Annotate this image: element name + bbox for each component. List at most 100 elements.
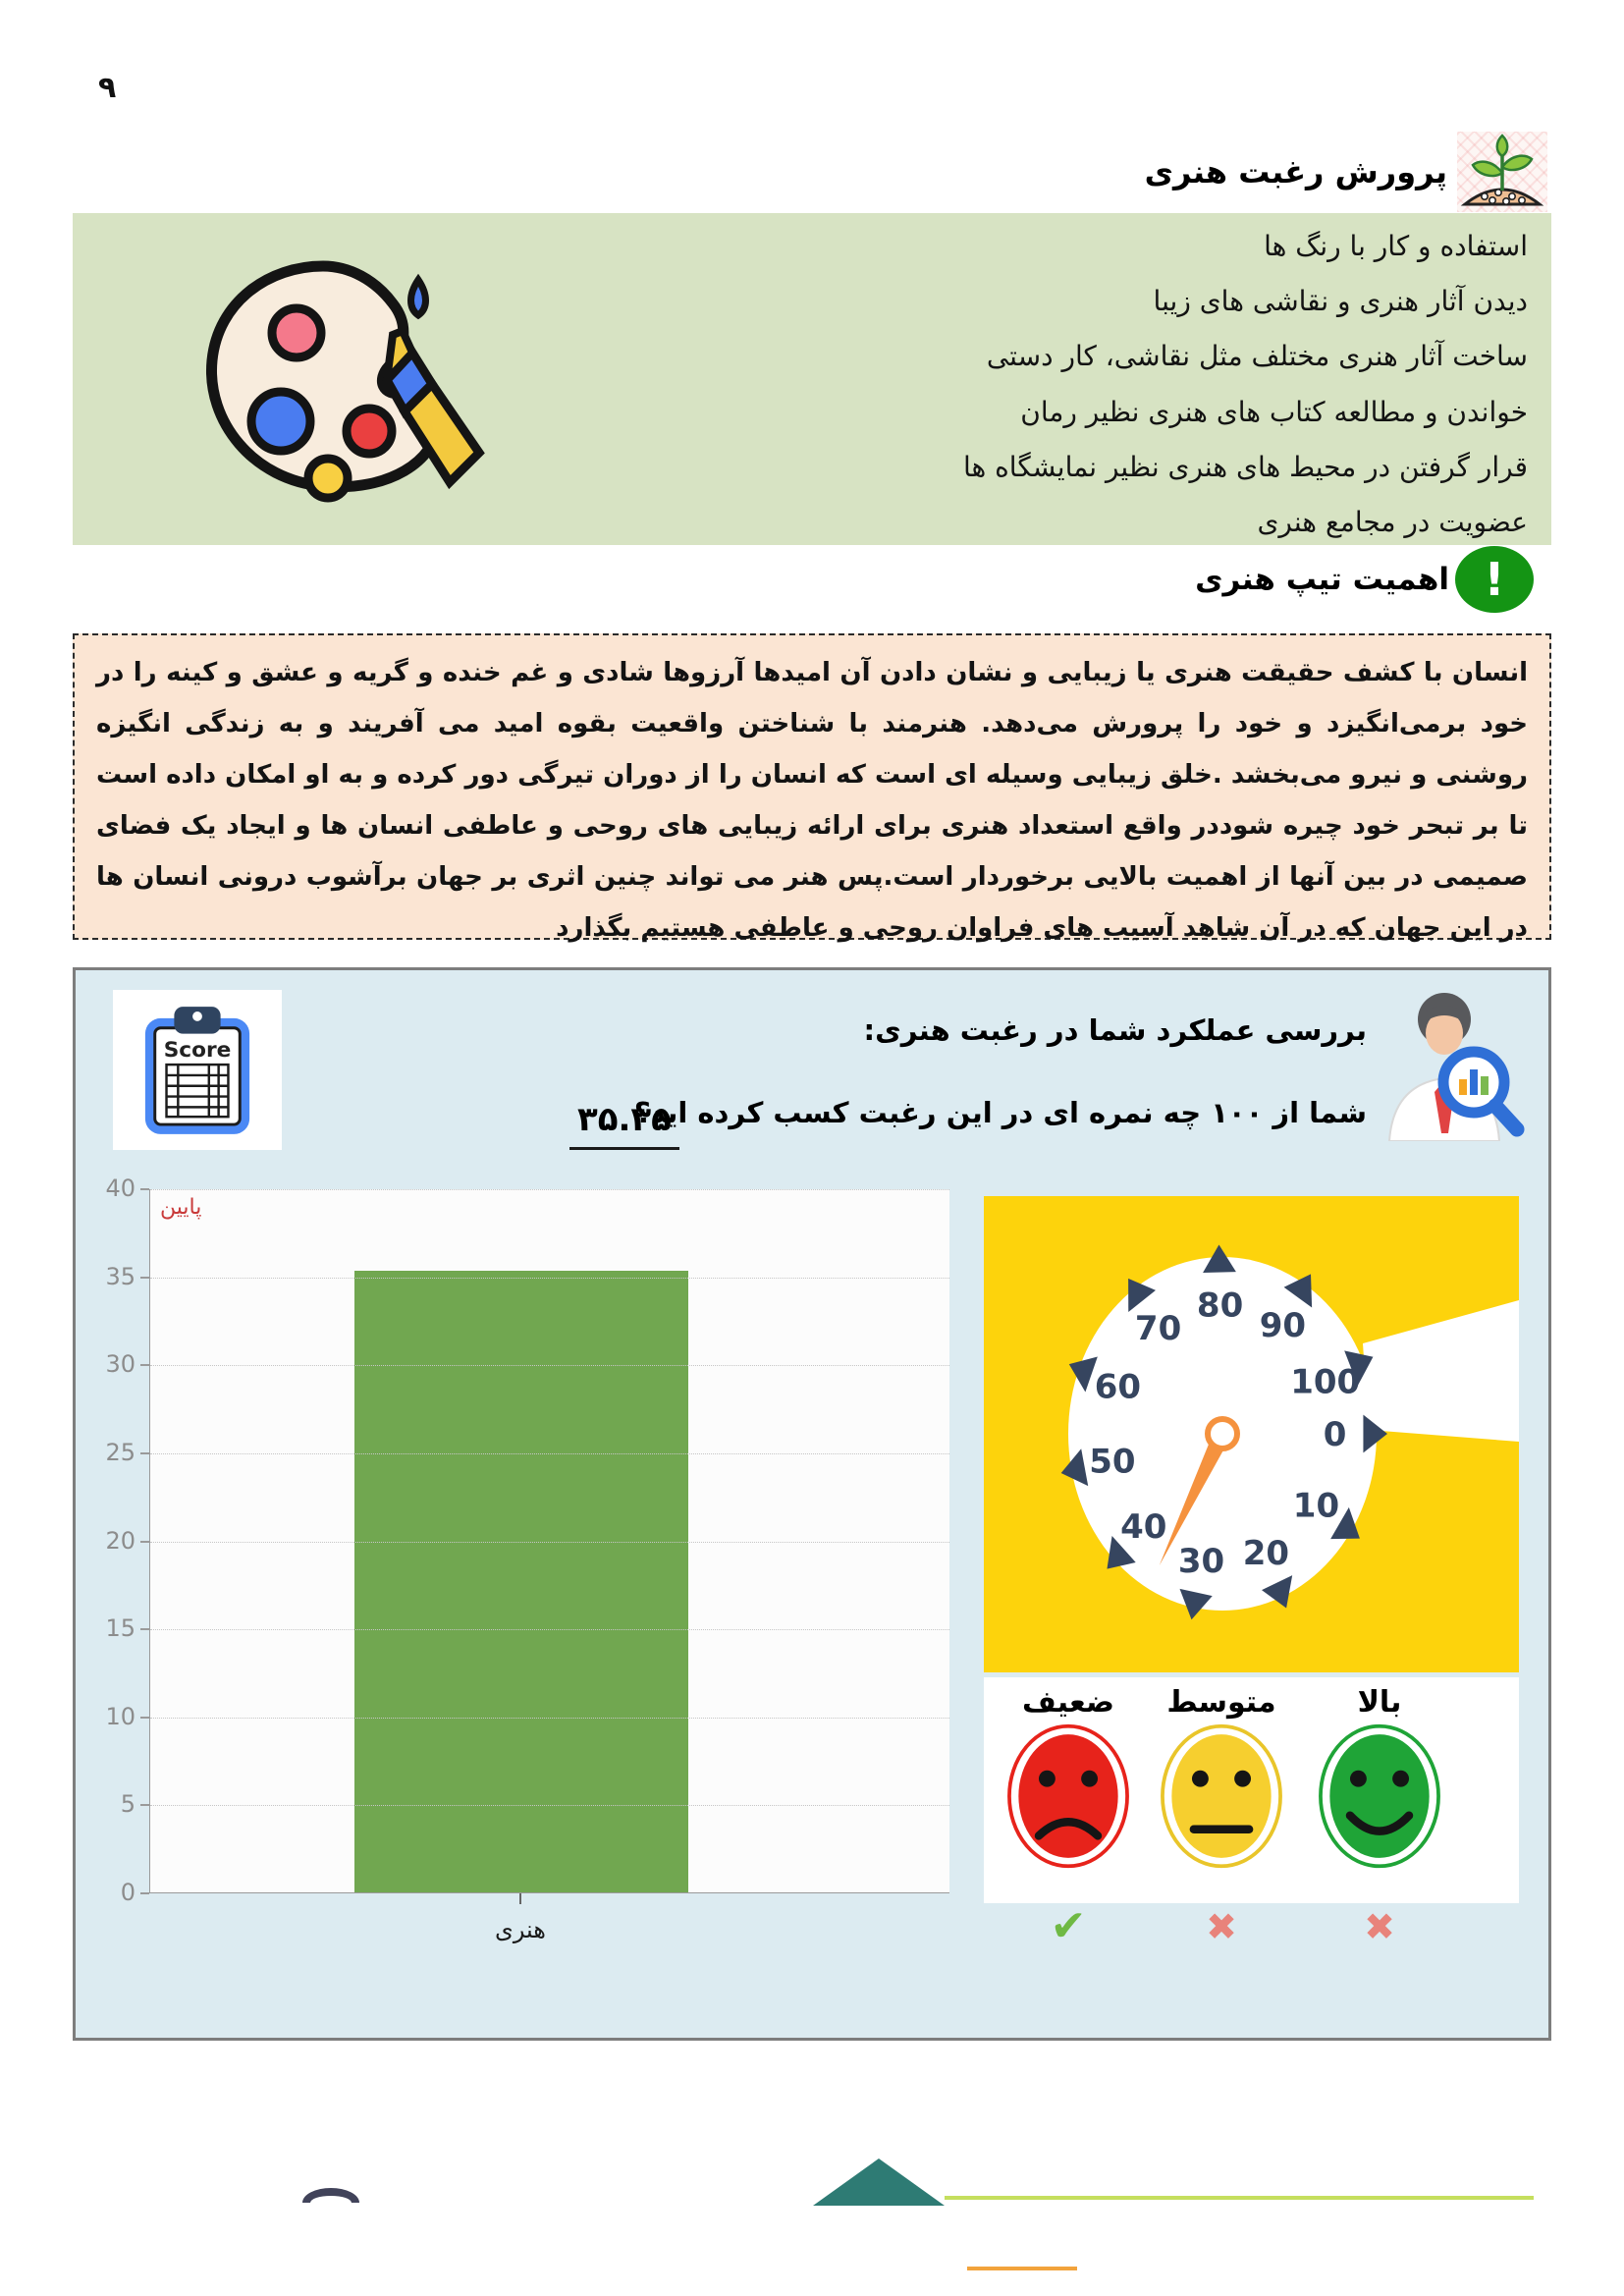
gridline bbox=[150, 1277, 949, 1279]
y-axis-tick-label: 25 bbox=[105, 1438, 135, 1466]
bar-chart: پایین هنری 0 5 10 15 20 25 30 35 40 bbox=[90, 1172, 979, 1967]
gauge-tick bbox=[1283, 1274, 1313, 1308]
gridline bbox=[150, 1452, 949, 1454]
rating-high: بالا bbox=[1305, 1685, 1454, 1871]
y-axis-tick bbox=[140, 1188, 149, 1190]
exclamation-icon: ! bbox=[1455, 546, 1534, 613]
decor-triangle bbox=[813, 2159, 945, 2206]
decor-ellipse-arc bbox=[302, 2188, 359, 2203]
rating-label: بالا bbox=[1357, 1685, 1402, 1720]
x-axis-tick bbox=[519, 1893, 521, 1904]
gridline bbox=[150, 1717, 949, 1719]
decor-green-line bbox=[945, 2196, 1534, 2200]
y-axis-tick bbox=[140, 1716, 149, 1719]
interest-activities-list: استفاده و کار با رنگ ها دیدن آثار هنری و… bbox=[963, 219, 1528, 550]
interest-activities-box: استفاده و کار با رنگ ها دیدن آثار هنری و… bbox=[73, 213, 1551, 545]
gauge-number: 60 bbox=[1095, 1368, 1141, 1407]
rating-label: ضعیف bbox=[1022, 1685, 1114, 1720]
y-axis-tick-label: 15 bbox=[105, 1614, 135, 1643]
page-title: پرورش رغبت هنری bbox=[1144, 153, 1447, 191]
gauge-tick bbox=[1128, 1278, 1157, 1313]
gauge-number: 80 bbox=[1197, 1286, 1243, 1326]
importance-text-box: انسان با کشف حقیقت هنری یا زیبایی و نشان… bbox=[73, 633, 1551, 943]
gauge-tick bbox=[1330, 1506, 1360, 1540]
gauge-number: 10 bbox=[1293, 1487, 1339, 1526]
gauge-tick bbox=[1179, 1588, 1213, 1620]
gauge-card: 0 10 20 30 40 50 60 70 80 90 100 bbox=[984, 1196, 1519, 1672]
gauge-tick bbox=[1344, 1350, 1374, 1386]
list-item: استفاده و کار با رنگ ها bbox=[1264, 230, 1528, 262]
x-mark-icon: ✖ bbox=[1364, 1905, 1395, 1948]
list-item: دیدن آثار هنری و نقاشی های زیبا bbox=[1153, 285, 1528, 318]
gauge-number: 20 bbox=[1243, 1534, 1289, 1573]
decor-orange-line bbox=[967, 2267, 1077, 2270]
y-axis-tick-label: 40 bbox=[105, 1175, 135, 1202]
svg-text:Score: Score bbox=[164, 1038, 232, 1063]
seedling-icon bbox=[1457, 132, 1547, 212]
sad-face-icon bbox=[1007, 1723, 1129, 1869]
y-axis-tick-label: 0 bbox=[120, 1879, 135, 1906]
x-mark-icon: ✖ bbox=[1206, 1905, 1237, 1948]
gauge-needle bbox=[1159, 1430, 1231, 1566]
y-axis-tick bbox=[140, 1892, 149, 1894]
gauge-number: 50 bbox=[1089, 1442, 1135, 1481]
gridline bbox=[150, 1629, 949, 1631]
section-header-artistic-interest: پرورش رغبت هنری bbox=[1145, 132, 1547, 212]
level-annotation: پایین bbox=[160, 1195, 202, 1220]
importance-section-header: ! اهمیت تیپ هنری bbox=[1195, 546, 1534, 613]
y-axis-tick-label: 20 bbox=[105, 1526, 135, 1555]
y-axis-tick bbox=[140, 1628, 149, 1631]
gridline bbox=[150, 1541, 949, 1543]
performance-panel: Score bbox=[73, 967, 1551, 2041]
gridline bbox=[150, 1189, 949, 1190]
gauge-tick bbox=[1363, 1414, 1387, 1453]
gridline bbox=[150, 1365, 949, 1367]
happy-face-icon bbox=[1319, 1723, 1440, 1869]
y-axis-tick bbox=[140, 1540, 149, 1543]
gauge-tick bbox=[1262, 1575, 1293, 1609]
rating-marks-row: ✔ ✖ ✖ bbox=[984, 1901, 1519, 1964]
list-item: قرار گرفتن در محیط های هنری نظیر نمایشگا… bbox=[962, 450, 1528, 483]
gauge-number: 100 bbox=[1290, 1363, 1360, 1402]
gauge-tick bbox=[1060, 1449, 1089, 1487]
y-axis-tick bbox=[140, 1804, 149, 1807]
gauge-tick bbox=[1203, 1244, 1236, 1273]
paint-palette-icon bbox=[171, 235, 505, 529]
analyst-magnifier-icon bbox=[1374, 984, 1527, 1142]
gauge-notch bbox=[1363, 1300, 1519, 1442]
panel-question: شما از ۱۰۰ چه نمره ای در این رغبت کسب کر… bbox=[633, 1096, 1367, 1129]
score-value: ۳۵.۳۵ bbox=[569, 1100, 679, 1150]
score-bar bbox=[354, 1271, 688, 1892]
importance-heading: اهمیت تیپ هنری bbox=[1195, 562, 1449, 597]
score-clipboard-card: Score bbox=[113, 990, 282, 1150]
score-clipboard-icon: Score bbox=[144, 1006, 250, 1134]
gauge-number: 0 bbox=[1324, 1415, 1347, 1454]
y-axis-tick-label: 10 bbox=[105, 1702, 135, 1730]
gauge-hub bbox=[1205, 1416, 1240, 1451]
rating-medium: متوسط bbox=[1147, 1685, 1296, 1871]
gauge-number: 90 bbox=[1260, 1306, 1306, 1345]
page-number: ۹ bbox=[98, 71, 117, 105]
y-axis-tick-label: 30 bbox=[105, 1350, 135, 1379]
y-axis-tick bbox=[140, 1276, 149, 1279]
list-item: خواندن و مطالعه کتاب های هنری نظیر رمان bbox=[1020, 395, 1528, 428]
panel-title: بررسی عملکرد شما در رغبت هنری: bbox=[863, 1013, 1367, 1047]
y-axis-tick-label: 5 bbox=[120, 1790, 135, 1819]
list-item: ساخت آثار هنری مختلف مثل نقاشی، کار دستی bbox=[986, 340, 1528, 373]
list-item: عضویت در مجامع هنری bbox=[1257, 506, 1528, 539]
y-axis-tick bbox=[140, 1451, 149, 1454]
gauge-number: 30 bbox=[1178, 1542, 1224, 1581]
check-mark-icon: ✔ bbox=[1050, 1901, 1087, 1951]
importance-paragraph: انسان با کشف حقیقت هنری یا زیبایی و نشان… bbox=[96, 658, 1528, 943]
y-axis-tick-label: 35 bbox=[105, 1262, 135, 1290]
gauge-number: 70 bbox=[1135, 1309, 1181, 1348]
gauge-tick bbox=[1107, 1535, 1136, 1569]
neutral-face-icon bbox=[1161, 1723, 1282, 1869]
x-axis-label: هنری bbox=[495, 1916, 546, 1943]
rating-weak: ضعیف bbox=[994, 1685, 1143, 1871]
rating-faces-card: ضعیف متوسط بالا bbox=[984, 1677, 1519, 1903]
gauge-tick bbox=[1068, 1356, 1098, 1393]
bar-chart-plot-area: پایین bbox=[149, 1189, 949, 1893]
y-axis-tick bbox=[140, 1364, 149, 1367]
